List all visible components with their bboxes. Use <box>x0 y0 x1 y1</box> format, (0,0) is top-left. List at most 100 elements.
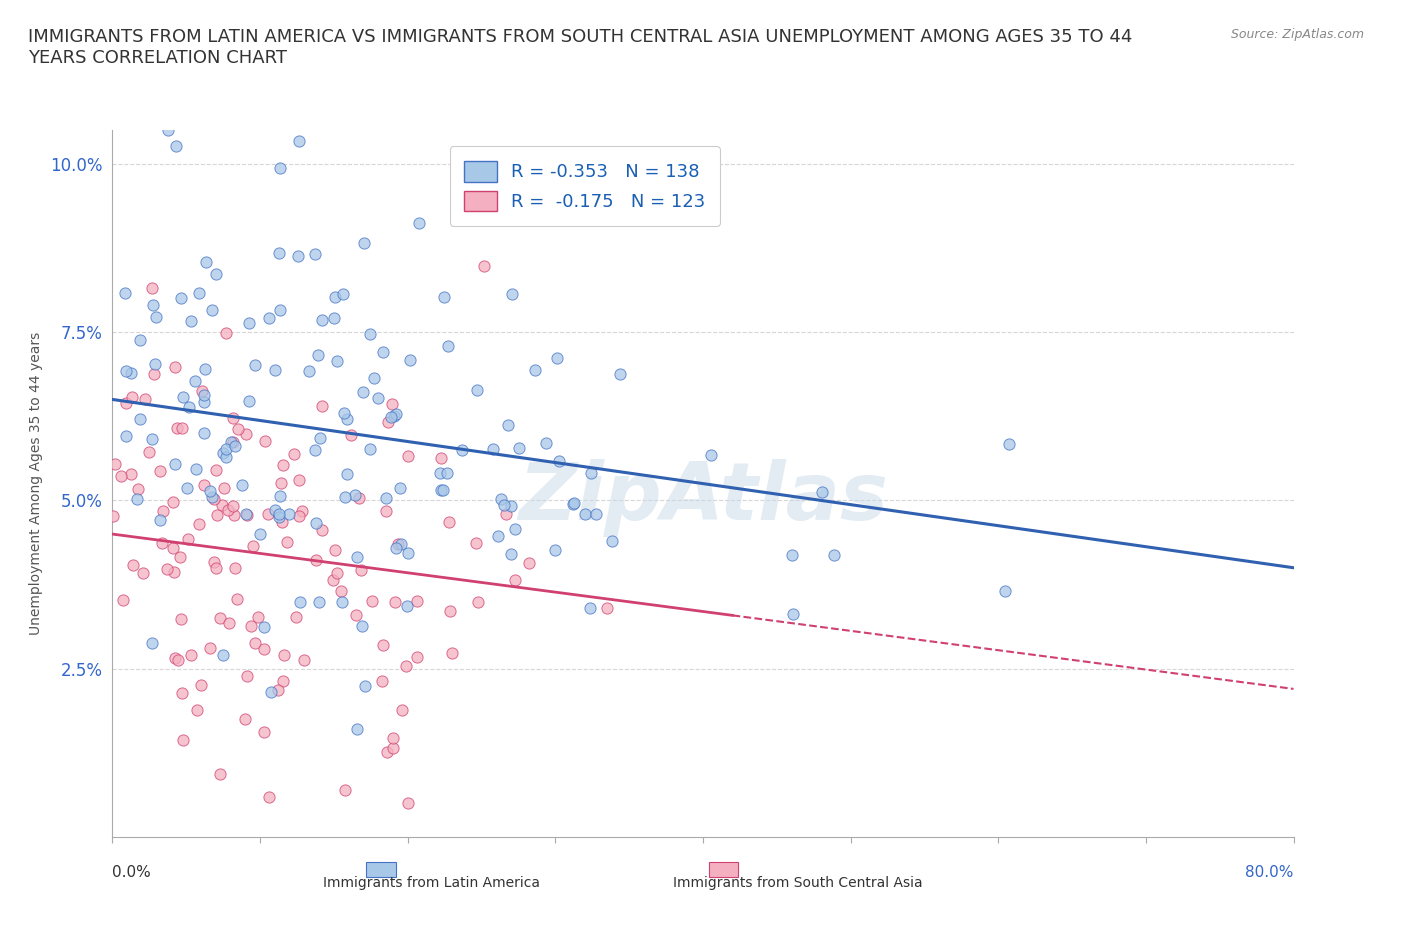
Point <box>236 669 259 684</box>
Point <box>115 395 138 410</box>
Point <box>142 366 165 381</box>
Point <box>193 477 215 492</box>
Point <box>170 612 193 627</box>
Point <box>226 591 249 606</box>
Point <box>166 420 188 435</box>
Point <box>344 607 367 622</box>
Point <box>578 601 600 616</box>
Point <box>437 339 460 353</box>
Point <box>184 374 207 389</box>
Point <box>134 392 156 407</box>
Point <box>288 594 311 609</box>
Point <box>311 312 333 327</box>
Point <box>193 425 215 440</box>
Point <box>269 510 291 525</box>
Point <box>121 390 143 405</box>
Point <box>465 383 488 398</box>
Point <box>202 492 225 507</box>
Point <box>226 422 249 437</box>
Point <box>405 650 427 665</box>
Point <box>517 556 540 571</box>
Point <box>492 498 515 512</box>
Point <box>253 724 276 739</box>
Point <box>215 441 238 456</box>
Point <box>215 326 238 340</box>
Point <box>142 298 165 312</box>
Point <box>243 635 266 650</box>
Point <box>325 543 347 558</box>
Point <box>149 513 172 528</box>
Point <box>333 405 356 420</box>
Point <box>103 457 125 472</box>
Point <box>823 548 845 563</box>
Point <box>482 441 505 456</box>
Point <box>363 371 385 386</box>
Point <box>398 352 420 367</box>
Point <box>385 406 408 421</box>
Point <box>387 537 409 551</box>
Point <box>430 450 453 465</box>
Point <box>396 598 419 613</box>
Point <box>165 139 187 153</box>
Point <box>491 492 513 507</box>
Point <box>994 583 1017 598</box>
Text: Immigrants from South Central Asia: Immigrants from South Central Asia <box>672 876 922 890</box>
Point <box>396 796 419 811</box>
Point <box>256 506 278 521</box>
Point <box>222 411 245 426</box>
Point <box>472 259 495 273</box>
Point <box>353 236 375 251</box>
Point <box>377 414 399 429</box>
Point <box>204 462 226 477</box>
Point <box>499 546 522 561</box>
Point <box>202 554 225 569</box>
Point <box>585 507 607 522</box>
Point <box>291 503 314 518</box>
Point <box>375 491 398 506</box>
Point <box>308 595 330 610</box>
Point <box>224 508 246 523</box>
Point <box>305 515 328 530</box>
Point <box>288 134 311 149</box>
Point <box>212 445 235 460</box>
Point <box>430 483 453 498</box>
Point <box>336 467 359 482</box>
Point <box>264 502 287 517</box>
Point <box>437 514 460 529</box>
Point <box>433 290 456 305</box>
Point <box>287 248 309 263</box>
Point <box>138 445 160 459</box>
Point <box>432 483 454 498</box>
Point <box>110 468 132 483</box>
Point <box>187 517 209 532</box>
Point <box>340 427 363 442</box>
Point <box>381 396 404 411</box>
Point <box>307 348 329 363</box>
Point <box>115 429 138 444</box>
Point <box>436 465 458 480</box>
Point <box>288 509 311 524</box>
Point <box>222 499 245 514</box>
Point <box>406 594 429 609</box>
Point <box>543 543 565 558</box>
Point <box>131 565 153 580</box>
Point <box>367 391 389 405</box>
Point <box>329 584 352 599</box>
Point <box>114 286 136 300</box>
Point <box>441 645 464 660</box>
Point <box>172 390 194 405</box>
Point <box>346 550 368 565</box>
Point <box>235 711 257 726</box>
Point <box>129 333 152 348</box>
Point <box>222 434 245 449</box>
Point <box>350 563 373 578</box>
Point <box>253 434 276 449</box>
Point <box>361 593 384 608</box>
Point <box>264 363 287 378</box>
Point <box>204 267 226 282</box>
Point <box>120 467 142 482</box>
Point <box>149 463 172 478</box>
Point <box>277 507 299 522</box>
Point <box>187 286 209 300</box>
Point <box>359 442 381 457</box>
